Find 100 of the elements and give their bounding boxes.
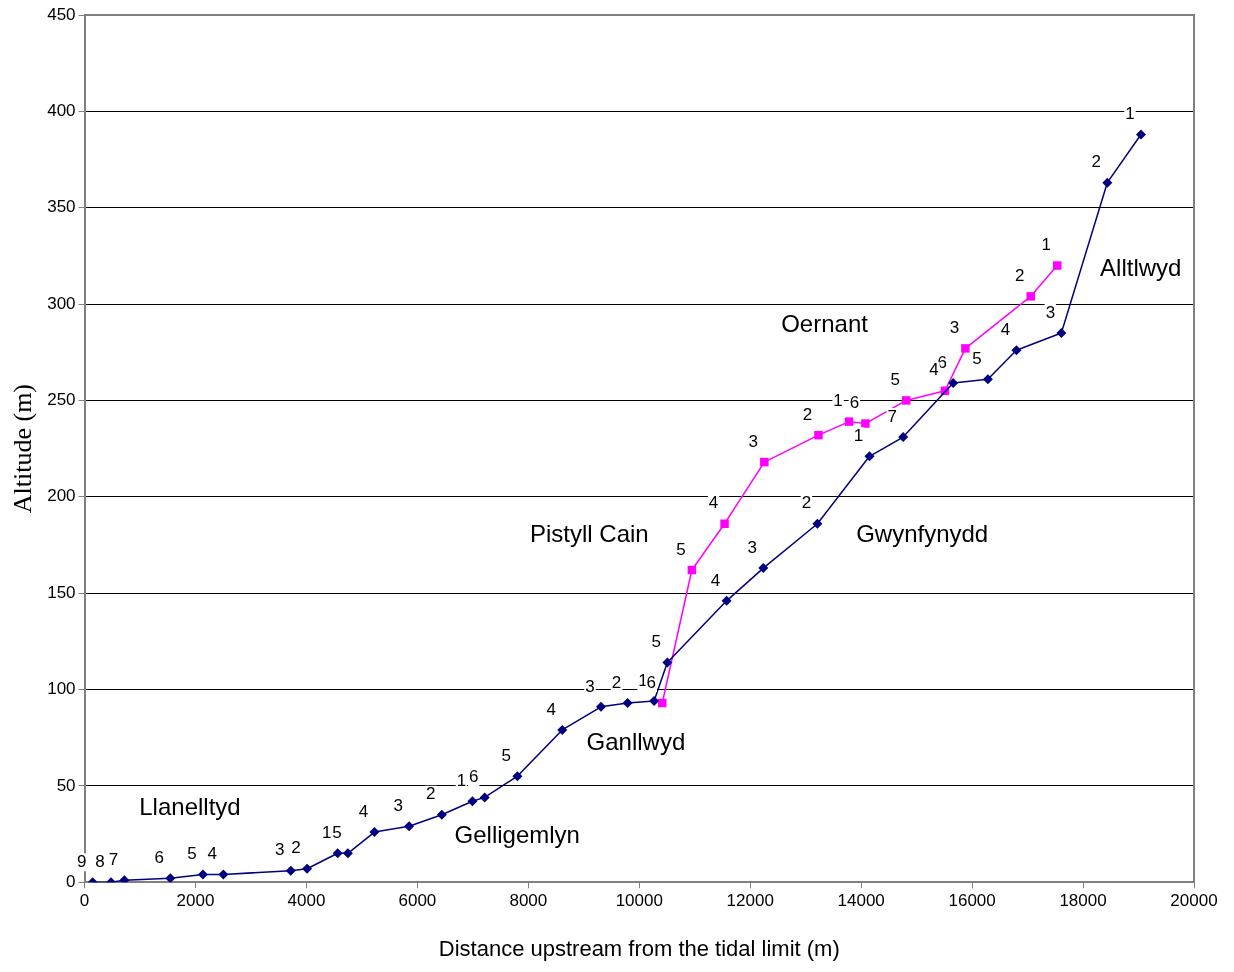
- x-tick-label: 20000: [1170, 891, 1218, 911]
- y-axis-title: Altitude (m): [8, 383, 38, 514]
- point: [662, 657, 673, 668]
- point: [285, 865, 296, 876]
- annotation: 5: [676, 539, 686, 559]
- point: [342, 848, 353, 859]
- annotation: 2: [426, 784, 436, 804]
- x-tick-label: 12000: [726, 891, 774, 911]
- point: [649, 696, 660, 707]
- annotation: 3: [748, 431, 759, 451]
- point: [119, 875, 130, 883]
- point: [557, 724, 568, 735]
- annotation: 4: [358, 801, 369, 821]
- annotation: 3: [393, 796, 403, 815]
- annotation: 4: [708, 493, 719, 513]
- annotation: 4: [710, 570, 721, 590]
- point: [720, 519, 729, 528]
- x-tick-label: 6000: [398, 891, 437, 911]
- annotation: 2: [611, 672, 622, 692]
- annotation: 3: [1045, 302, 1056, 322]
- y-tick-label: 300: [47, 293, 76, 313]
- point: [1056, 327, 1067, 338]
- y-tick-label: 250: [47, 390, 76, 410]
- annotation: 2: [1015, 266, 1025, 286]
- point: [812, 518, 823, 529]
- annotation: 6: [646, 672, 656, 692]
- point: [1135, 129, 1146, 140]
- annotation: 3: [585, 676, 595, 696]
- point: [1053, 261, 1062, 270]
- y-tick-label: 50: [56, 775, 76, 795]
- annotation: 6: [849, 393, 860, 413]
- y-tick-label: 450: [47, 4, 76, 24]
- annotation: 5: [501, 745, 512, 765]
- annotation: 1: [638, 670, 648, 690]
- x-tick-label: 0: [79, 891, 90, 911]
- point: [197, 869, 208, 880]
- point: [596, 701, 607, 712]
- point: [165, 873, 176, 883]
- annotation: 2: [1091, 152, 1102, 172]
- annotation: 9: [76, 851, 87, 871]
- annotation: 7: [887, 406, 897, 426]
- annotation: Oernant: [781, 310, 869, 338]
- point: [864, 451, 875, 462]
- annotation: 3: [949, 318, 960, 338]
- annotation: Alltlwyd: [1100, 253, 1182, 281]
- point: [758, 563, 769, 574]
- annotation: Gelligemlyn: [454, 820, 580, 848]
- annotation: Ganllwyd: [586, 728, 686, 756]
- annotation: 6: [154, 848, 165, 868]
- point: [814, 430, 823, 440]
- point: [760, 457, 769, 467]
- x-tick-label: 14000: [837, 891, 885, 911]
- x-tick-label: 2000: [176, 891, 215, 911]
- x-tick-label: 8000: [509, 891, 548, 911]
- x-tick-label: 10000: [615, 891, 663, 911]
- annotation: 1: [456, 770, 467, 790]
- y-tick-label: 400: [47, 101, 76, 121]
- annotation: 4: [546, 699, 556, 719]
- annotation: 1: [853, 426, 864, 445]
- point: [721, 595, 732, 606]
- point: [436, 809, 447, 820]
- point: [901, 396, 911, 405]
- annotation: 1: [1125, 104, 1135, 124]
- point: [512, 771, 523, 782]
- annotation: 2: [801, 493, 812, 513]
- annotation: 1: [1041, 235, 1051, 255]
- annotation: 7: [108, 849, 119, 869]
- y-tick-label: 350: [47, 197, 76, 217]
- point: [1102, 177, 1113, 188]
- point: [479, 792, 490, 803]
- annotation: 3: [275, 840, 285, 860]
- annotation: 5: [651, 632, 662, 652]
- x-tick-label: 4000: [287, 891, 326, 911]
- annotation: 2: [802, 404, 813, 424]
- annotation: 1: [321, 822, 332, 842]
- x-tick-label: 18000: [1059, 891, 1107, 911]
- point: [218, 869, 229, 880]
- y-tick-label: 0: [66, 871, 76, 891]
- point: [369, 827, 380, 838]
- annotation: Llanelltyd: [139, 793, 241, 821]
- point: [332, 848, 343, 859]
- annotation: 4: [929, 360, 939, 380]
- annotation: 5: [890, 370, 900, 390]
- annotation: 4: [1000, 320, 1011, 339]
- point: [961, 344, 970, 353]
- annotation: 2: [291, 838, 301, 858]
- point: [898, 432, 909, 443]
- y-tick-label: 200: [47, 486, 76, 506]
- y-tick-label: 100: [47, 679, 76, 699]
- point: [948, 378, 959, 389]
- annotation: Pistyll Cain: [530, 519, 649, 547]
- point: [467, 796, 478, 807]
- annotation: 5: [972, 348, 982, 368]
- annotation: 6: [468, 767, 479, 787]
- x-axis-title: Distance upstream from the tidal limit (m): [438, 935, 840, 961]
- annotation: 1: [833, 391, 843, 411]
- point: [1026, 292, 1035, 301]
- point: [844, 417, 854, 426]
- point: [404, 821, 415, 832]
- y-tick-label: 150: [47, 582, 76, 602]
